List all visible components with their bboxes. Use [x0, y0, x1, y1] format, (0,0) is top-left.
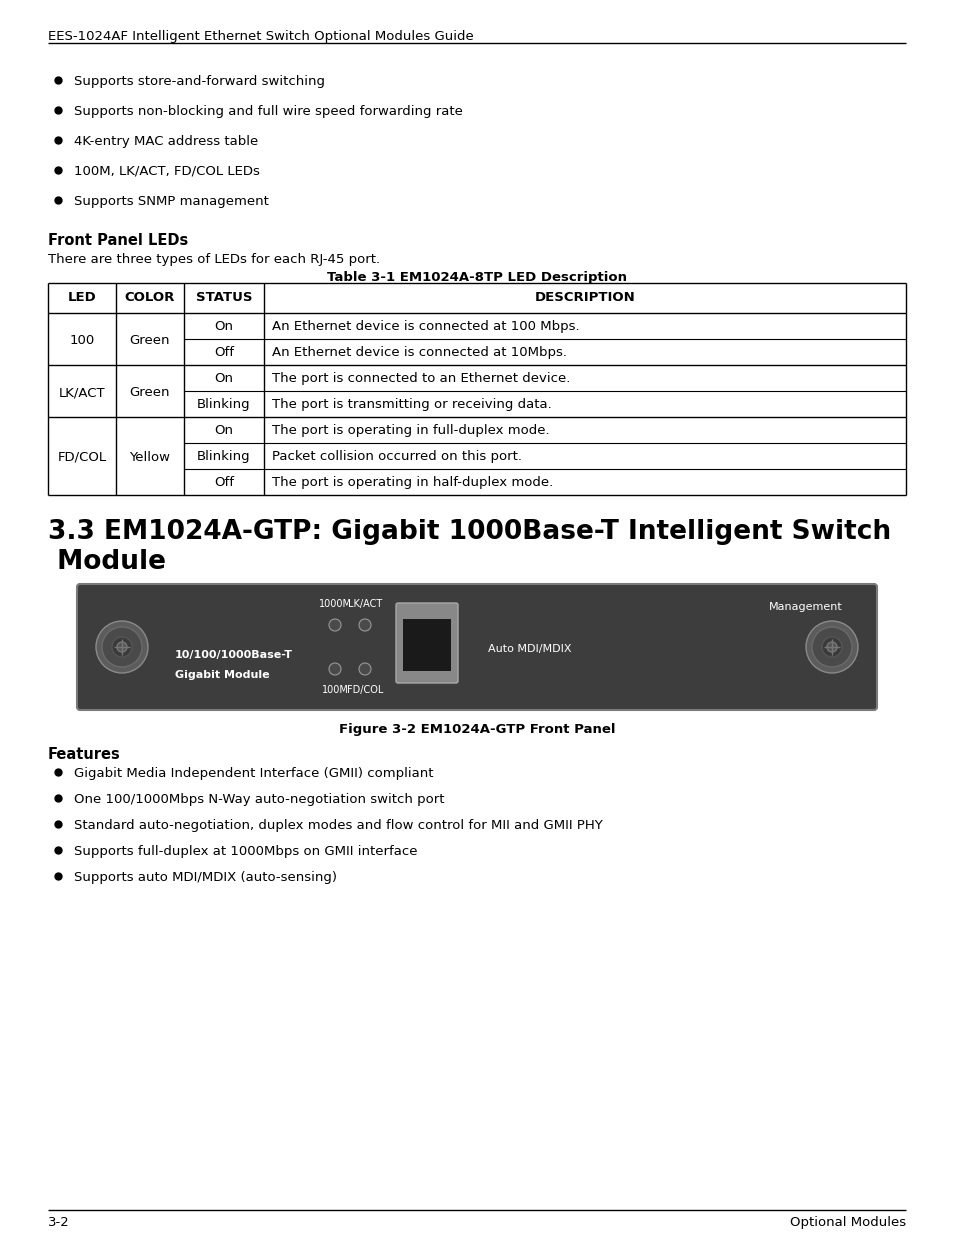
Text: The port is transmitting or receiving data.: The port is transmitting or receiving da…: [272, 398, 551, 411]
Text: On: On: [214, 320, 233, 333]
Circle shape: [826, 642, 836, 652]
FancyBboxPatch shape: [395, 603, 457, 683]
Text: FD/COL: FD/COL: [57, 451, 107, 464]
Text: Supports SNMP management: Supports SNMP management: [74, 195, 269, 207]
Circle shape: [329, 619, 340, 631]
Text: DESCRIPTION: DESCRIPTION: [534, 291, 635, 304]
Text: On: On: [214, 424, 233, 437]
Text: Supports non-blocking and full wire speed forwarding rate: Supports non-blocking and full wire spee…: [74, 105, 462, 119]
Text: Features: Features: [48, 747, 121, 762]
Text: LK/ACT: LK/ACT: [59, 387, 105, 399]
Circle shape: [358, 663, 371, 676]
Text: EES-1024AF Intelligent Ethernet Switch Optional Modules Guide: EES-1024AF Intelligent Ethernet Switch O…: [48, 30, 474, 43]
Text: Management: Management: [768, 601, 841, 613]
Circle shape: [821, 637, 841, 657]
Text: COLOR: COLOR: [125, 291, 175, 304]
Text: Blinking: Blinking: [197, 398, 251, 411]
Text: 100M: 100M: [321, 685, 348, 695]
Text: 100M, LK/ACT, FD/COL LEDs: 100M, LK/ACT, FD/COL LEDs: [74, 165, 259, 178]
Circle shape: [811, 627, 851, 667]
Text: Gigabit Media Independent Interface (GMII) compliant: Gigabit Media Independent Interface (GMI…: [74, 767, 433, 781]
Text: Supports auto MDI/MDIX (auto-sensing): Supports auto MDI/MDIX (auto-sensing): [74, 871, 336, 884]
Text: On: On: [214, 372, 233, 385]
Text: 10/100/1000Base-T: 10/100/1000Base-T: [174, 650, 293, 659]
Circle shape: [329, 663, 340, 676]
Text: 1000M: 1000M: [318, 599, 351, 609]
Text: Off: Off: [213, 346, 233, 359]
Text: Green: Green: [130, 333, 170, 347]
Text: Gigabit Module: Gigabit Module: [174, 671, 270, 680]
Circle shape: [117, 642, 127, 652]
Text: Supports store-and-forward switching: Supports store-and-forward switching: [74, 75, 325, 88]
Text: Blinking: Blinking: [197, 450, 251, 463]
Circle shape: [102, 627, 142, 667]
Text: STATUS: STATUS: [195, 291, 252, 304]
Text: An Ethernet device is connected at 10Mbps.: An Ethernet device is connected at 10Mbp…: [272, 346, 566, 359]
Text: LED: LED: [68, 291, 96, 304]
Circle shape: [96, 621, 148, 673]
Text: Packet collision occurred on this port.: Packet collision occurred on this port.: [272, 450, 521, 463]
Text: Yellow: Yellow: [130, 451, 171, 464]
Text: Module: Module: [48, 550, 166, 576]
Text: 3-2: 3-2: [48, 1216, 70, 1229]
Text: One 100/1000Mbps N-Way auto-negotiation switch port: One 100/1000Mbps N-Way auto-negotiation …: [74, 793, 444, 806]
Text: Off: Off: [213, 475, 233, 489]
Text: The port is connected to an Ethernet device.: The port is connected to an Ethernet dev…: [272, 372, 570, 385]
Text: Optional Modules: Optional Modules: [789, 1216, 905, 1229]
Text: Auto MDI/MDIX: Auto MDI/MDIX: [488, 643, 571, 655]
Text: Green: Green: [130, 387, 170, 399]
Bar: [402, 619, 451, 671]
Text: An Ethernet device is connected at 100 Mbps.: An Ethernet device is connected at 100 M…: [272, 320, 579, 333]
Text: FD/COL: FD/COL: [347, 685, 383, 695]
Text: 4K-entry MAC address table: 4K-entry MAC address table: [74, 135, 258, 148]
Circle shape: [358, 619, 371, 631]
Text: Figure 3-2 EM1024A-GTP Front Panel: Figure 3-2 EM1024A-GTP Front Panel: [338, 722, 615, 736]
Text: Table 3-1 EM1024A-8TP LED Description: Table 3-1 EM1024A-8TP LED Description: [327, 270, 626, 284]
Text: Standard auto-negotiation, duplex modes and flow control for MII and GMII PHY: Standard auto-negotiation, duplex modes …: [74, 819, 602, 832]
Text: The port is operating in full-duplex mode.: The port is operating in full-duplex mod…: [272, 424, 549, 437]
Text: Front Panel LEDs: Front Panel LEDs: [48, 233, 188, 248]
FancyBboxPatch shape: [77, 584, 876, 710]
Text: Supports full-duplex at 1000Mbps on GMII interface: Supports full-duplex at 1000Mbps on GMII…: [74, 845, 417, 858]
Circle shape: [805, 621, 857, 673]
Circle shape: [112, 637, 132, 657]
Text: 3.3 EM1024A-GTP: Gigabit 1000Base-T Intelligent Switch: 3.3 EM1024A-GTP: Gigabit 1000Base-T Inte…: [48, 519, 890, 545]
Text: LK/ACT: LK/ACT: [348, 599, 382, 609]
Text: There are three types of LEDs for each RJ-45 port.: There are three types of LEDs for each R…: [48, 253, 379, 266]
Text: 100: 100: [70, 333, 94, 347]
Text: The port is operating in half-duplex mode.: The port is operating in half-duplex mod…: [272, 475, 553, 489]
